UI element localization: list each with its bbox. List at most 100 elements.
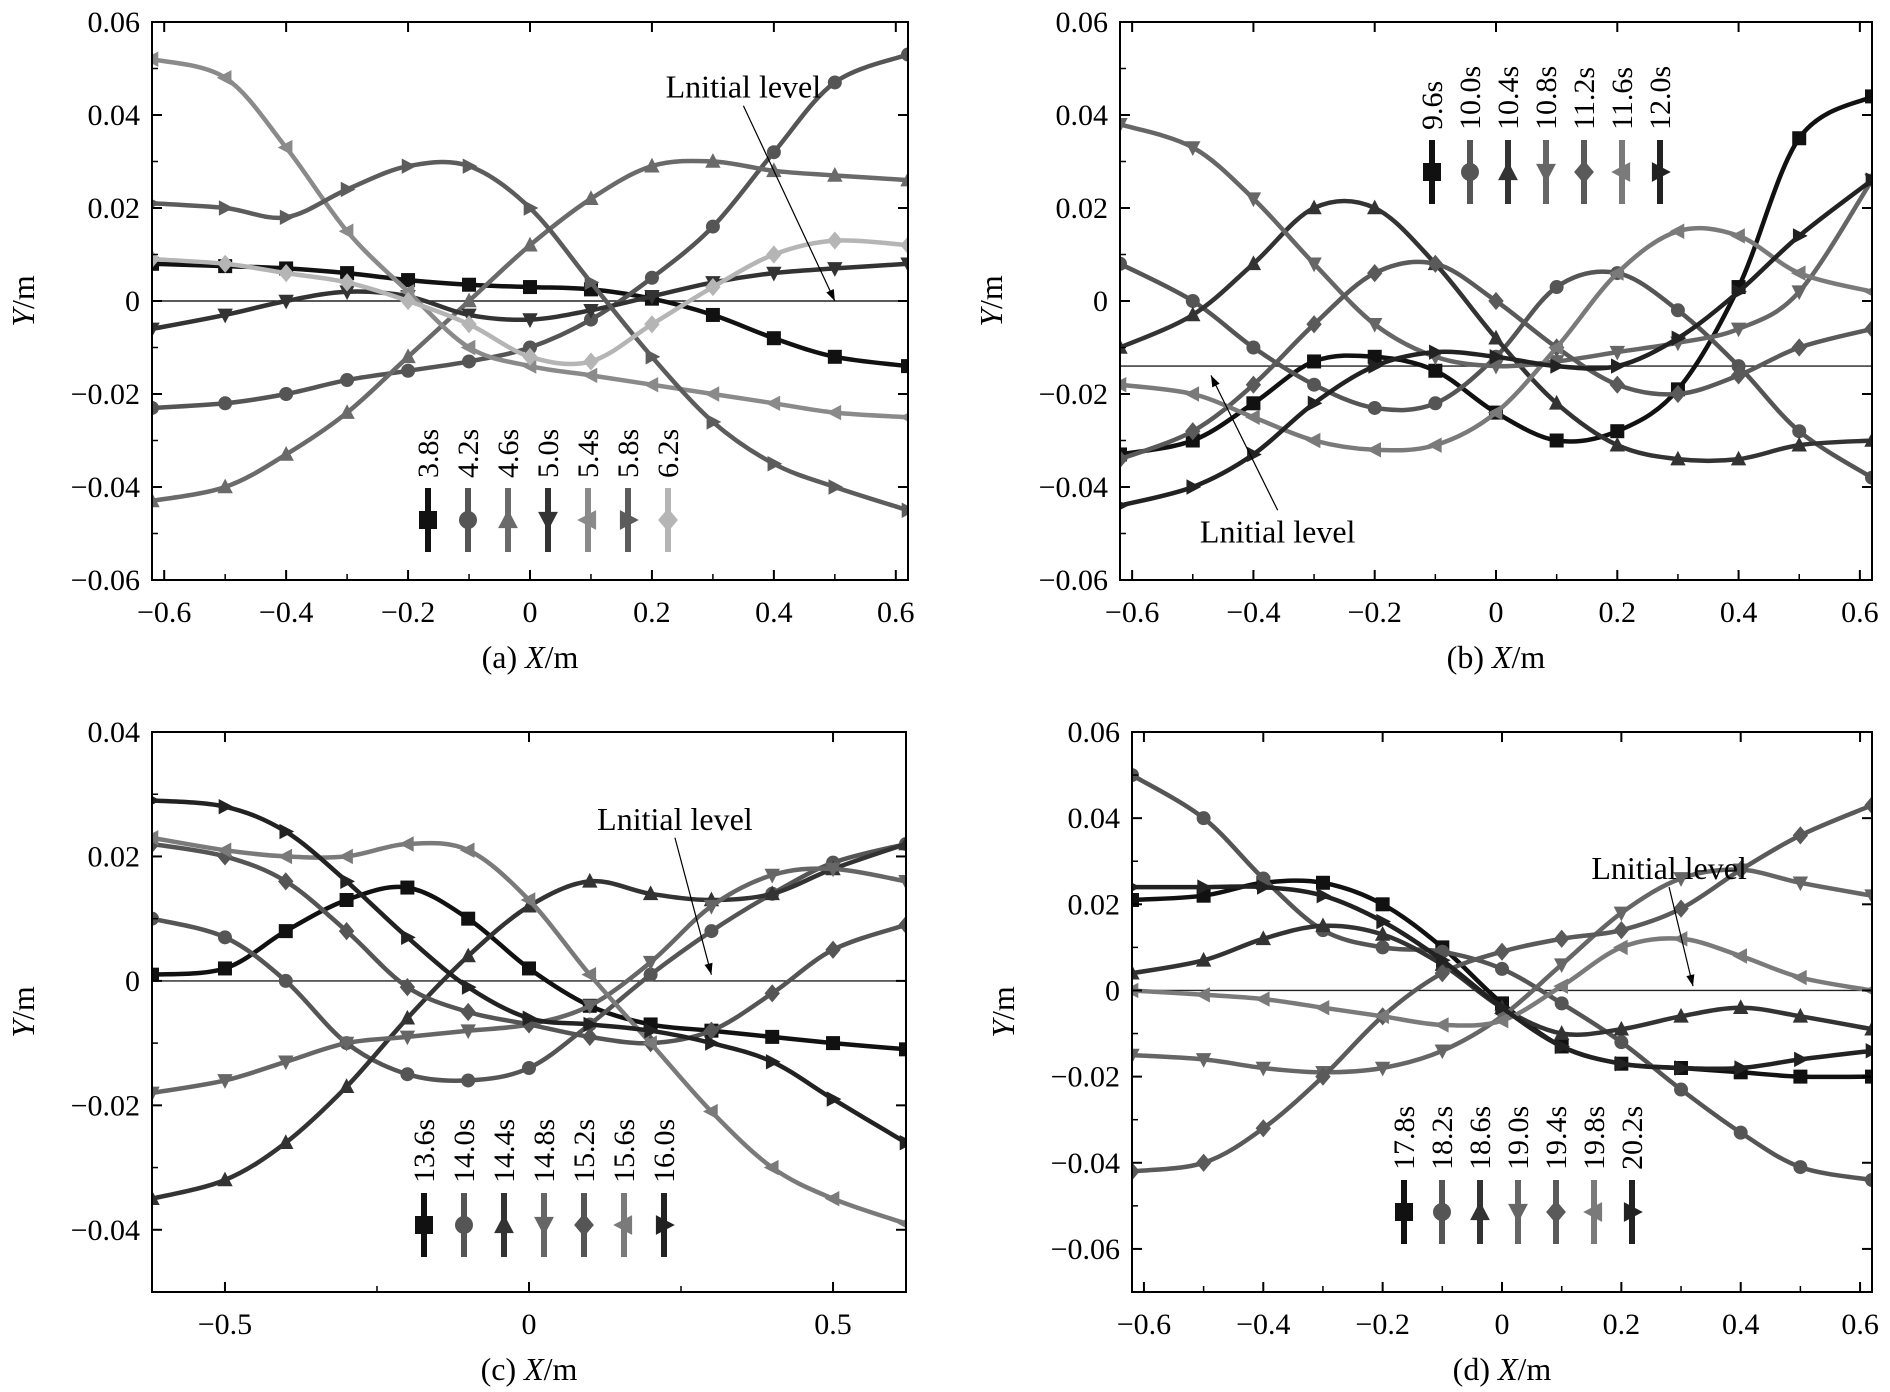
data-point [1366, 442, 1382, 458]
legend-marker-19.0s [1508, 1203, 1528, 1223]
data-point [900, 236, 908, 255]
data-point [278, 294, 294, 310]
data-point [1426, 437, 1442, 453]
data-point [1255, 1119, 1271, 1138]
data-point [460, 947, 476, 963]
data-point [338, 922, 355, 941]
data-point [460, 1002, 476, 1022]
data-point [1609, 345, 1625, 361]
data-point [1733, 1125, 1748, 1140]
data-point [1196, 811, 1211, 826]
data-point [1374, 1008, 1389, 1025]
data-point [279, 209, 295, 225]
data-point [340, 873, 355, 890]
data-point [460, 1024, 476, 1040]
data-point [1864, 1020, 1872, 1036]
x-tick-label: 0.5 [814, 1308, 852, 1341]
y-axis-label: Y/m [985, 986, 1021, 1038]
annotation-text: Lnitial level [597, 801, 753, 837]
data-point [1255, 930, 1271, 946]
data-point [460, 339, 476, 356]
data-point [898, 875, 906, 890]
y-axis-var: Y [5, 1017, 41, 1038]
data-point [704, 386, 720, 402]
data-point [1865, 172, 1872, 188]
y-tick-label: 0.02 [1056, 192, 1109, 225]
legend-marker-15.6s [613, 1215, 633, 1235]
legend-label: 14.8s [528, 1119, 561, 1183]
data-point [1865, 89, 1872, 104]
data-point [1669, 223, 1685, 239]
data-point [1864, 432, 1872, 447]
data-point [1245, 375, 1262, 394]
data-point [400, 291, 416, 311]
data-point [217, 847, 233, 866]
annotation-arrow [1210, 375, 1279, 511]
data-point [901, 502, 908, 518]
legend-label: 4.6s [492, 429, 525, 478]
legend-label: 17.8s [1388, 1106, 1421, 1170]
x-tick-label: 0.2 [633, 596, 671, 629]
data-point [1548, 394, 1565, 410]
legend-label: 9.6s [1416, 81, 1449, 130]
data-point [1120, 256, 1127, 271]
x-tick-label: 0.2 [1599, 596, 1637, 629]
data-point [338, 1036, 355, 1052]
legend-marker-18.6s [1470, 1201, 1490, 1221]
data-point [1376, 913, 1392, 930]
annotation-text: Lnitial level [666, 69, 822, 105]
y-tick-label: −0.02 [1039, 378, 1108, 411]
data-point [901, 47, 908, 62]
data-point [1553, 958, 1570, 974]
x-axis-unit: /m [1518, 1351, 1552, 1387]
x-tick-label: 0.4 [755, 596, 793, 629]
panel-label: (b) [1447, 639, 1484, 675]
data-point [279, 387, 294, 401]
x-axis-unit: /m [545, 639, 579, 675]
legend-marker-13.6s [415, 1216, 433, 1234]
data-point [644, 290, 660, 305]
legend-marker-5.4s [577, 510, 597, 530]
legend-marker-3.8s [419, 511, 437, 529]
annotation-arrowhead [1686, 974, 1695, 987]
x-tick-label: −0.2 [1347, 596, 1401, 629]
data-point [218, 200, 234, 216]
legend-marker-12.0s [1651, 162, 1671, 182]
data-point [1730, 366, 1747, 385]
data-point [152, 1190, 160, 1205]
legend-label: 16.0s [648, 1119, 681, 1183]
data-point [1670, 384, 1686, 404]
data-point [1315, 1067, 1331, 1086]
x-tick-label: 0 [1495, 1308, 1510, 1341]
data-point [217, 254, 233, 273]
data-point [152, 1086, 160, 1102]
x-axis-unit: /m [544, 1351, 578, 1387]
data-point [644, 270, 659, 285]
annotation-arrow [674, 837, 712, 975]
data-point [461, 292, 477, 308]
x-tick-label: −0.5 [198, 1308, 252, 1341]
legend-marker-5.8s [619, 510, 639, 530]
data-point [339, 273, 355, 292]
y-axis-label: Y/m [5, 986, 41, 1038]
legend-label: 5.8s [612, 429, 645, 478]
data-point [1246, 340, 1261, 355]
data-point [1549, 280, 1564, 295]
data-point [1185, 433, 1200, 448]
data-point [278, 924, 293, 939]
legend-marker-11.2s [1574, 160, 1594, 184]
x-axis-var: X [523, 639, 546, 675]
legend-label: 4.2s [452, 429, 485, 478]
data-point [1865, 1043, 1872, 1059]
panel-label: (a) [482, 639, 518, 675]
y-tick-label: 0.04 [88, 99, 141, 132]
data-point [1792, 424, 1807, 439]
data-point [1732, 948, 1748, 964]
data-point [704, 924, 719, 939]
x-axis-label: (d) X/m [1453, 1351, 1552, 1387]
annotation-arrow [742, 105, 836, 302]
legend-marker-6.2s [658, 508, 678, 532]
data-point [1254, 991, 1270, 1007]
data-point [1120, 339, 1128, 354]
legend-label: 12.0s [1644, 66, 1677, 130]
